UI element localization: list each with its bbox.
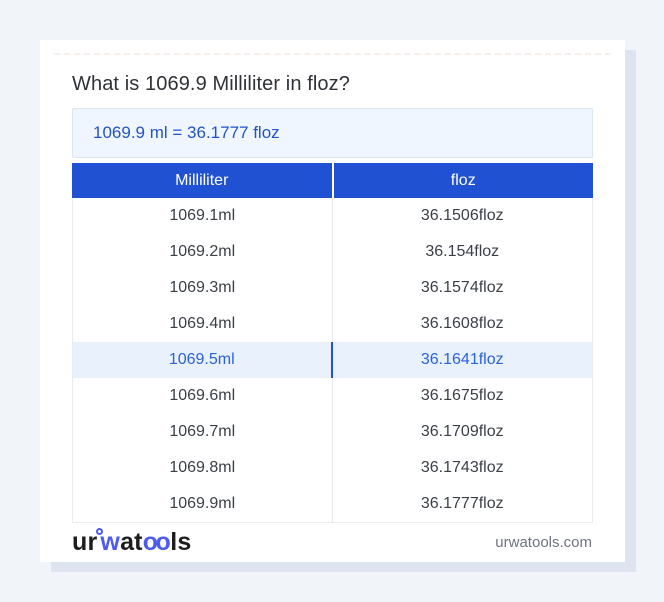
ml-cell[interactable]: 1069.1ml — [73, 198, 333, 234]
page-title: What is 1069.9 Milliliter in floz? — [72, 73, 350, 95]
table-row[interactable]: 1069.1ml 36.1506floz — [73, 198, 592, 234]
floz-cell[interactable]: 36.1743floz — [420, 459, 504, 476]
conversion-result-text: 1069.9 ml = 36.1777 floz — [93, 123, 280, 142]
table-row[interactable]: 1069.9ml 36.1777floz — [73, 486, 592, 522]
floz-cell[interactable]: 36.154floz — [425, 243, 500, 260]
table-row[interactable]: 1069.6ml 36.1675floz — [73, 378, 592, 414]
ml-cell[interactable]: 1069.8ml — [73, 450, 333, 486]
logo-text-at: at — [120, 527, 143, 556]
ml-cell[interactable]: 1069.3ml — [73, 270, 333, 306]
floz-cell[interactable]: 36.1641floz — [420, 351, 504, 368]
floz-cell[interactable]: 36.1506floz — [420, 207, 504, 224]
ml-cell[interactable]: 1069.7ml — [73, 414, 333, 450]
converter-card: What is 1069.9 Milliliter in floz? 1069.… — [40, 40, 625, 562]
ml-cell[interactable]: 1069.5ml — [73, 342, 333, 378]
table-row[interactable]: 1069.2ml 36.154floz — [73, 234, 592, 270]
table-header-row: Milliliter floz — [72, 163, 593, 198]
floz-cell[interactable]: 36.1777floz — [420, 495, 504, 512]
table-row[interactable]: 1069.7ml 36.1709floz — [73, 414, 592, 450]
table-row[interactable]: 1069.8ml 36.1743floz — [73, 450, 592, 486]
floz-cell[interactable]: 36.1675floz — [420, 387, 504, 404]
card-footer: ur watools urwatools.com — [72, 522, 592, 562]
logo-ring-icon — [96, 527, 104, 535]
ml-cell[interactable]: 1069.2ml — [73, 234, 333, 270]
floz-cell[interactable]: 36.1608floz — [420, 315, 504, 332]
logo-text-w: w — [100, 527, 121, 556]
table-row[interactable]: 1069.3ml 36.1574floz — [73, 270, 592, 306]
logo-text-oo: oo — [142, 527, 171, 556]
conversion-result-box: 1069.9 ml = 36.1777 floz — [72, 108, 593, 158]
card-top-dashes — [54, 53, 611, 55]
ml-cell[interactable]: 1069.4ml — [73, 306, 333, 342]
table-body: 1069.1ml 36.1506floz 1069.2ml 36.154floz… — [72, 198, 593, 523]
ml-cell[interactable]: 1069.9ml — [73, 486, 333, 522]
column-header-milliliter: Milliliter — [72, 163, 332, 198]
site-domain-link[interactable]: urwatools.com — [495, 533, 592, 551]
conversion-table: Milliliter floz 1069.1ml 36.1506floz 106… — [72, 163, 593, 523]
logo-text-ur: ur — [72, 527, 98, 556]
logo-text-ls: ls — [170, 527, 192, 556]
urwatools-logo[interactable]: ur watools — [72, 527, 192, 557]
table-row-highlighted[interactable]: 1069.5ml 36.1641floz — [73, 342, 592, 378]
column-header-floz: floz — [333, 163, 593, 198]
floz-cell[interactable]: 36.1709floz — [420, 423, 504, 440]
ml-cell[interactable]: 1069.6ml — [73, 378, 333, 414]
table-row[interactable]: 1069.4ml 36.1608floz — [73, 306, 592, 342]
floz-cell[interactable]: 36.1574floz — [420, 279, 504, 296]
